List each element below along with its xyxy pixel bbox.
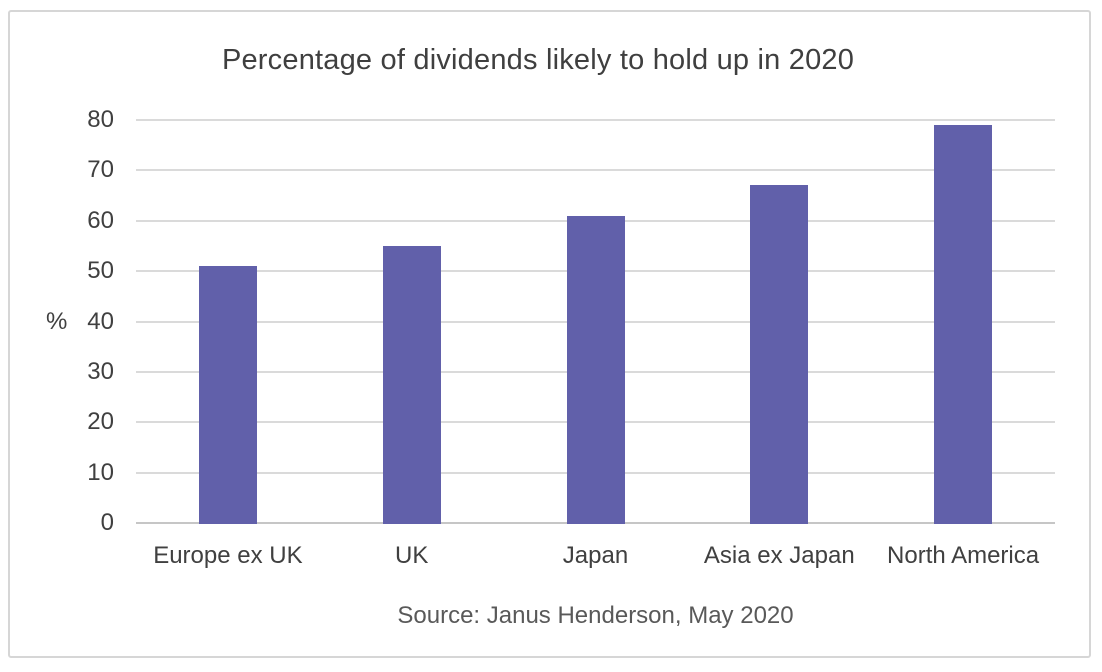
y-tick-label: 70 [87,156,114,184]
bar-japan [566,215,625,524]
y-tick-label: 50 [87,257,114,285]
x-axis-label: North America [887,542,1040,569]
chart-frame [8,10,1091,658]
bar-asia-ex-japan [750,185,809,524]
y-tick-label: 80 [87,106,114,133]
y-tick-label: 30 [87,357,114,385]
y-tick-label: 0 [100,509,114,536]
x-axis-label: Europe ex UK [153,542,303,569]
x-axis-label: UK [395,542,429,569]
x-axis-label: Asia ex Japan [703,542,855,569]
bar-uk [382,245,441,524]
y-tick-label: 40 [87,307,114,335]
bar-north-america [934,125,993,524]
x-axis-label: Japan [562,542,629,569]
gridline [136,169,1055,172]
bar-europe-ex-uk [198,266,257,524]
y-axis-label: % [46,307,68,335]
y-tick-label: 60 [87,206,114,234]
y-tick-label: 20 [87,408,114,436]
y-tick-label: 10 [87,458,114,486]
source-caption: Source: Janus Henderson, May 2020 [397,602,794,629]
gridline [136,119,1055,121]
chart-title: Percentage of dividends likely to hold u… [221,44,855,76]
